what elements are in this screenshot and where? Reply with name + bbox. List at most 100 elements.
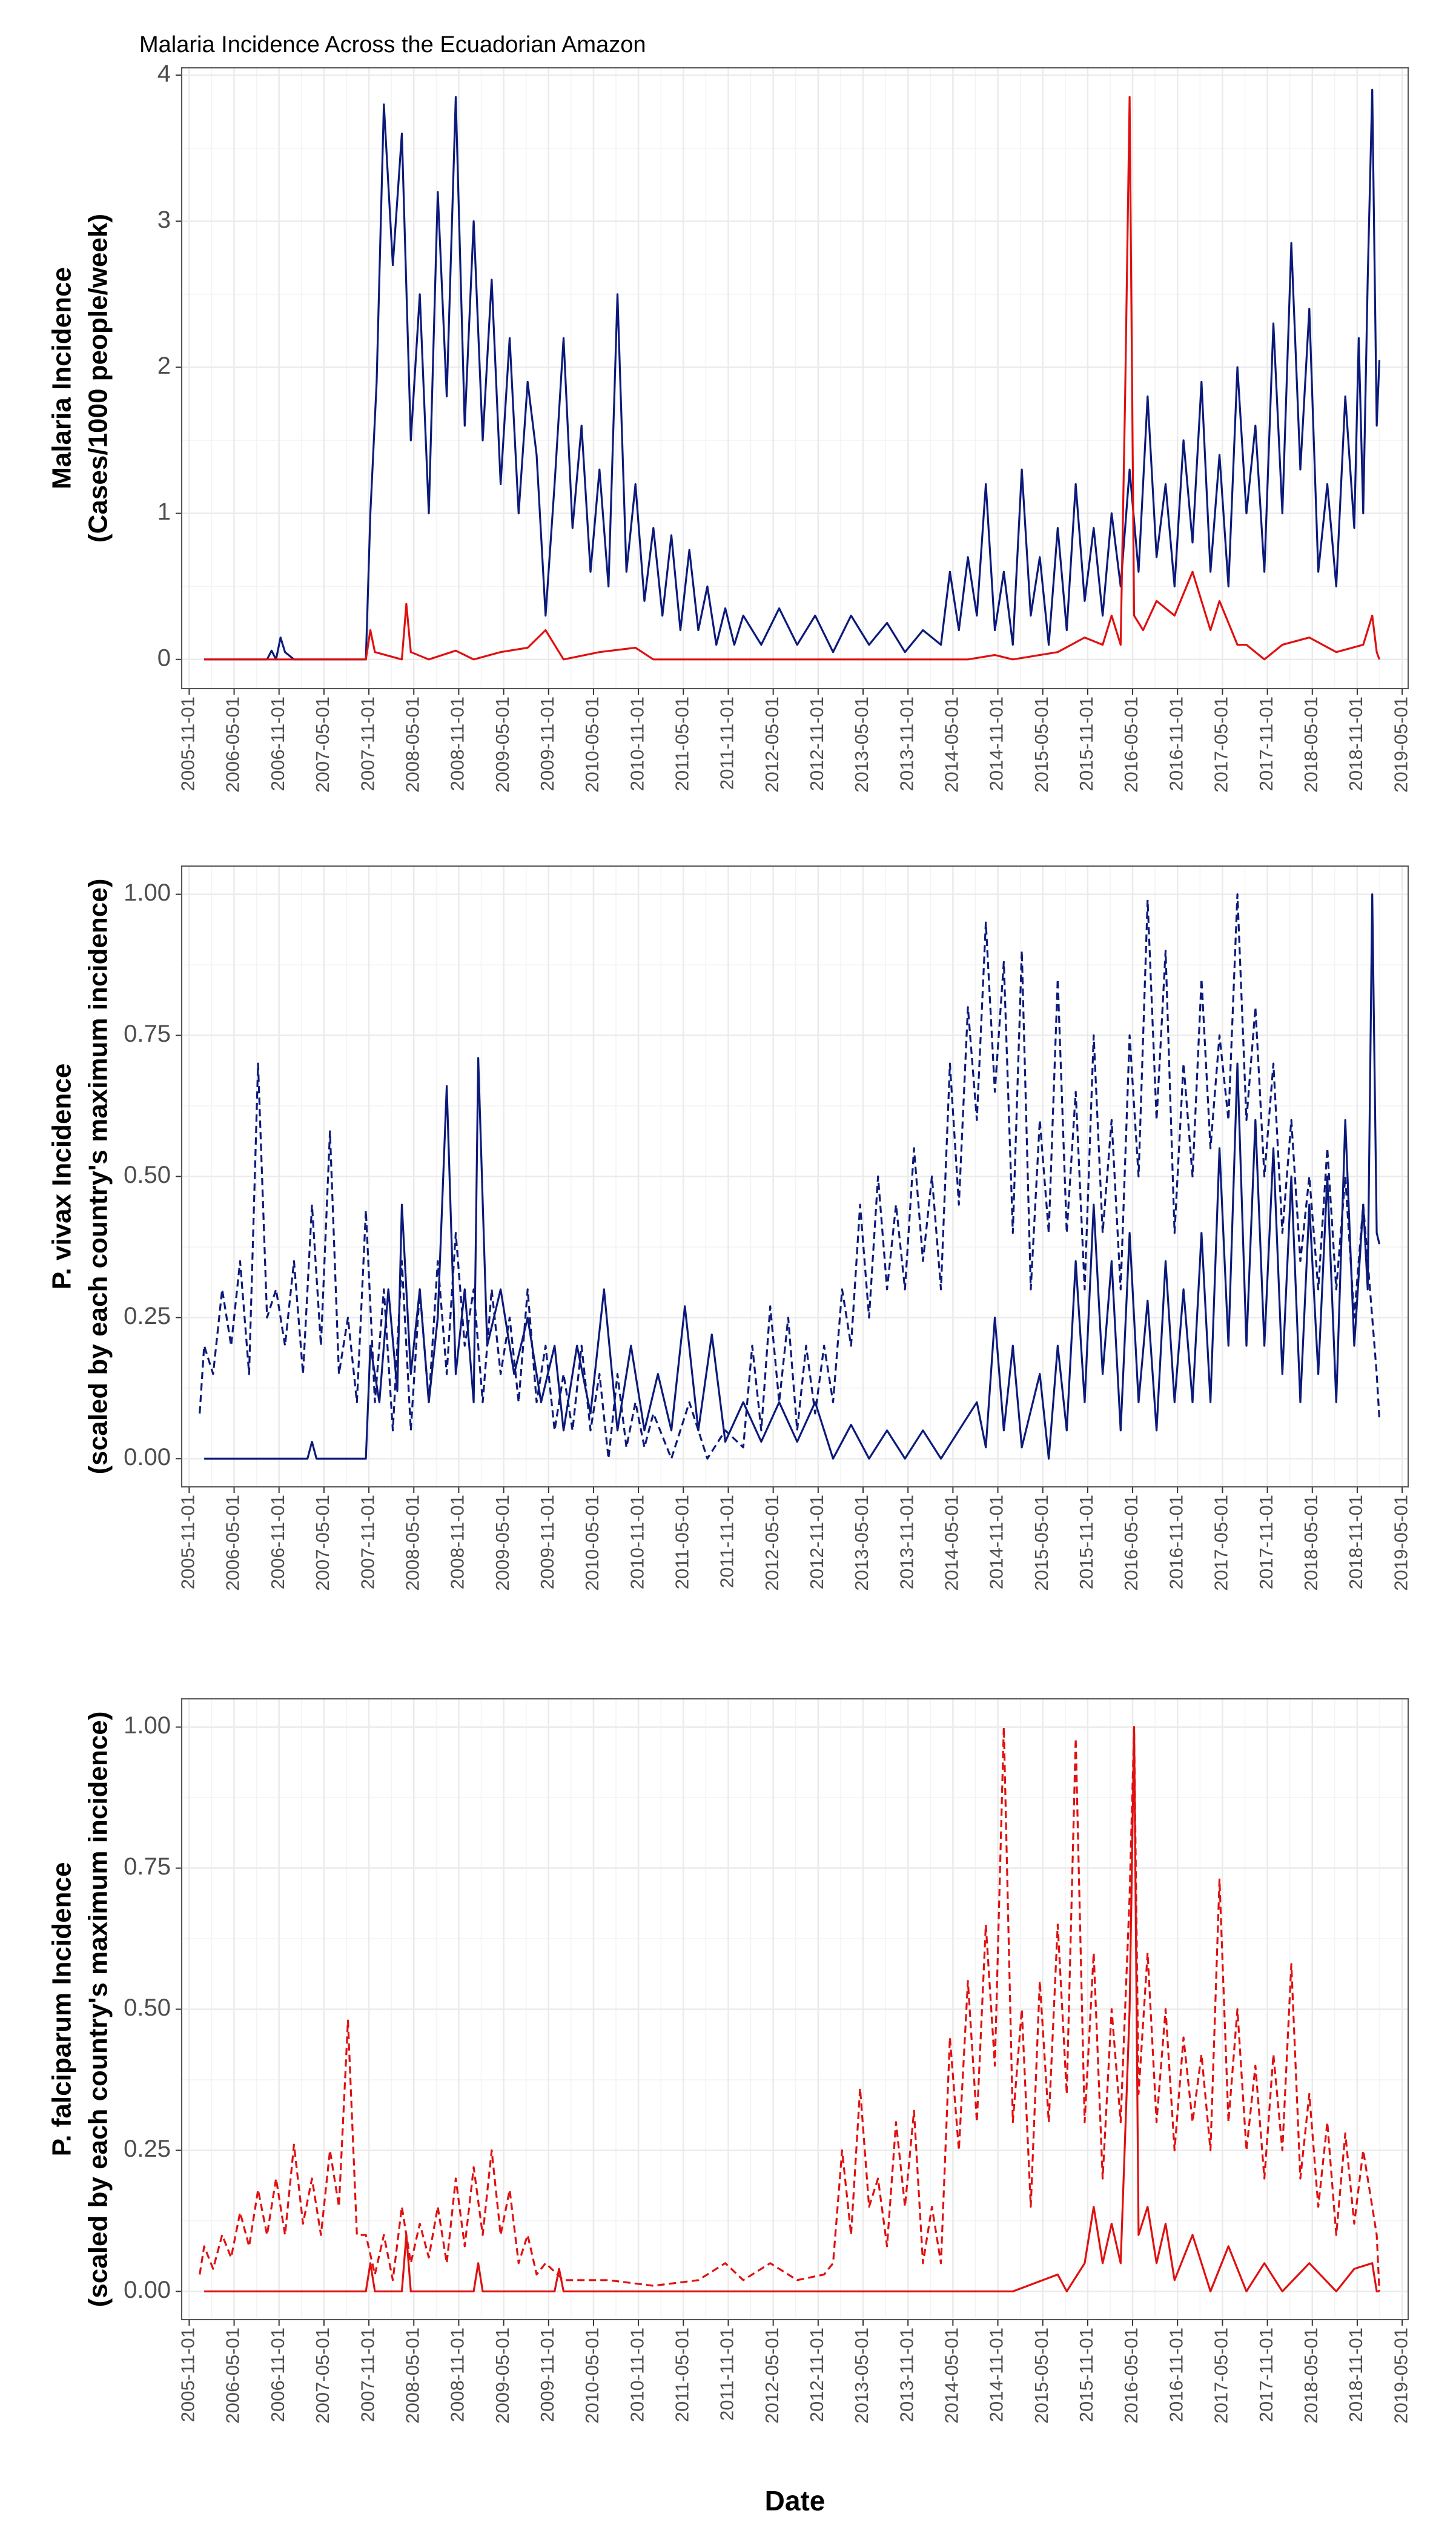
x-tick-label: 2006-11-01 xyxy=(267,2328,288,2422)
x-tick-label: 2019-05-01 xyxy=(1390,1495,1411,1591)
x-tick-label: 2013-11-01 xyxy=(896,2328,917,2422)
x-tick-label: 2015-11-01 xyxy=(1076,2328,1097,2422)
x-tick-label: 2009-11-01 xyxy=(537,2328,558,2422)
x-tick-label: 2005-11-01 xyxy=(177,696,199,791)
x-tick-label: 2008-11-01 xyxy=(447,696,468,791)
x-tick-label: 2016-05-01 xyxy=(1120,2328,1142,2424)
x-tick-label: 2015-05-01 xyxy=(1031,696,1052,793)
x-tick-label: 2009-11-01 xyxy=(537,1495,558,1589)
series-line-p-vivax xyxy=(204,88,1381,661)
x-tick-label: 2013-11-01 xyxy=(896,1495,917,1589)
x-tick-label: 2017-05-01 xyxy=(1211,2328,1232,2424)
x-axis-title: Date xyxy=(765,2485,826,2516)
y-tick-label: 0 xyxy=(157,644,171,671)
x-tick-label: 2012-05-01 xyxy=(761,696,783,793)
x-tick-label: 2007-11-01 xyxy=(357,696,378,791)
x-tick-label: 2010-11-01 xyxy=(626,1495,647,1589)
x-tick-label: 2016-11-01 xyxy=(1165,696,1186,791)
x-tick-label: 2017-05-01 xyxy=(1211,696,1232,793)
x-tick-label: 2018-05-01 xyxy=(1300,2328,1322,2424)
x-tick-label: 2016-11-01 xyxy=(1165,2328,1186,2422)
x-tick-label: 2007-11-01 xyxy=(357,1495,378,1589)
x-tick-label: 2012-11-01 xyxy=(806,2328,827,2422)
x-tick-label: 2015-05-01 xyxy=(1031,2328,1052,2424)
x-tick-label: 2015-11-01 xyxy=(1076,1495,1097,1589)
x-tick-label: 2014-11-01 xyxy=(986,1495,1007,1589)
x-tick-label: 2016-05-01 xyxy=(1120,696,1142,793)
y-tick-label: 1 xyxy=(157,498,171,525)
x-tick-label: 2010-05-01 xyxy=(581,696,603,793)
x-tick-label: 2013-05-01 xyxy=(851,2328,872,2424)
y-axis-title: Malaria Incidence xyxy=(47,267,77,489)
plot-panel xyxy=(182,68,1408,689)
x-tick-label: 2012-05-01 xyxy=(761,2328,783,2424)
x-tick-label: 2015-11-01 xyxy=(1076,696,1097,791)
x-tick-label: 2005-11-01 xyxy=(177,1495,199,1589)
y-tick-label: 2 xyxy=(157,352,171,379)
y-axis-title: P. vivax Incidence xyxy=(47,1064,77,1289)
y-tick-label: 0.25 xyxy=(124,1303,171,1329)
y-axis-title: P. falciparum Incidence xyxy=(47,1862,77,2157)
x-tick-label: 2008-05-01 xyxy=(402,696,423,793)
x-tick-label: 2006-05-01 xyxy=(222,1495,243,1591)
y-axis-title: (scaled by each country's maximum incide… xyxy=(84,1712,113,2308)
x-tick-label: 2009-05-01 xyxy=(492,696,513,793)
panel-border xyxy=(181,865,1409,1487)
y-tick-label: 1.00 xyxy=(124,879,171,906)
x-tick-label: 2008-05-01 xyxy=(402,2328,423,2424)
series-line-comparison-country xyxy=(199,1726,1381,2292)
x-tick-label: 2011-05-01 xyxy=(671,696,692,791)
x-tick-label: 2007-11-01 xyxy=(357,2328,378,2422)
x-tick-label: 2014-11-01 xyxy=(986,696,1007,791)
series-line-p-falciparum xyxy=(204,96,1381,661)
y-tick-label: 4 xyxy=(157,61,171,87)
y-tick-label: 0.00 xyxy=(124,1444,171,1471)
series-line-comparison-country xyxy=(199,893,1381,1460)
y-tick-label: 3 xyxy=(157,207,171,233)
x-tick-label: 2019-05-01 xyxy=(1390,2328,1411,2424)
x-tick-label: 2012-11-01 xyxy=(806,1495,827,1589)
series-line-ecuadorian-amazon xyxy=(204,1726,1380,2292)
x-tick-label: 2018-11-01 xyxy=(1345,2328,1366,2422)
y-tick-label: 0.25 xyxy=(124,2136,171,2162)
x-tick-label: 2018-11-01 xyxy=(1345,696,1366,791)
x-tick-label: 2019-05-01 xyxy=(1390,696,1411,793)
x-tick-label: 2007-05-01 xyxy=(312,2328,333,2424)
x-tick-label: 2017-11-01 xyxy=(1256,2328,1277,2422)
x-tick-label: 2012-05-01 xyxy=(761,1495,783,1591)
x-tick-label: 2016-11-01 xyxy=(1165,1495,1186,1589)
x-tick-label: 2018-05-01 xyxy=(1300,696,1322,793)
y-tick-label: 1.00 xyxy=(124,1712,171,1739)
x-tick-label: 2017-11-01 xyxy=(1256,696,1277,791)
x-tick-label: 2013-05-01 xyxy=(851,1495,872,1591)
y-axis-title: (scaled by each country's maximum incide… xyxy=(84,879,113,1475)
x-tick-label: 2011-05-01 xyxy=(671,2328,692,2422)
x-tick-label: 2011-05-01 xyxy=(671,1495,692,1589)
x-tick-label: 2017-05-01 xyxy=(1211,1495,1232,1591)
x-tick-label: 2007-05-01 xyxy=(312,696,333,793)
y-tick-label: 0.50 xyxy=(124,1162,171,1188)
x-tick-label: 2009-05-01 xyxy=(492,1495,513,1591)
panel-border xyxy=(181,67,1409,689)
x-tick-label: 2014-11-01 xyxy=(986,2328,1007,2422)
panel-border xyxy=(181,1698,1409,2320)
x-tick-label: 2005-11-01 xyxy=(177,2328,199,2422)
x-tick-label: 2006-11-01 xyxy=(267,696,288,791)
x-tick-label: 2009-11-01 xyxy=(537,696,558,791)
panel-falciparum-scaled: 2005-11-01 2006-05-01 2006-11-01 2007-05-01… xyxy=(47,1698,1411,2516)
x-tick-label: 2018-05-01 xyxy=(1300,1495,1322,1591)
x-tick-label: 2006-11-01 xyxy=(267,1495,288,1589)
series-line-ecuadorian-amazon xyxy=(204,893,1381,1460)
x-tick-label: 2013-11-01 xyxy=(896,696,917,791)
x-tick-label: 2010-05-01 xyxy=(581,2328,603,2424)
y-tick-label: 0.00 xyxy=(124,2277,171,2303)
x-tick-label: 2011-11-01 xyxy=(716,2328,738,2421)
y-tick-label: 0.50 xyxy=(124,1994,171,2021)
figure-title: Malaria Incidence Across the Ecuadorian … xyxy=(139,32,646,58)
x-tick-label: 2014-05-01 xyxy=(941,2328,962,2424)
x-tick-label: 2007-05-01 xyxy=(312,1495,333,1591)
x-tick-label: 2012-11-01 xyxy=(806,696,827,791)
x-tick-label: 2013-05-01 xyxy=(851,696,872,793)
x-tick-label: 2010-11-01 xyxy=(626,2328,647,2422)
